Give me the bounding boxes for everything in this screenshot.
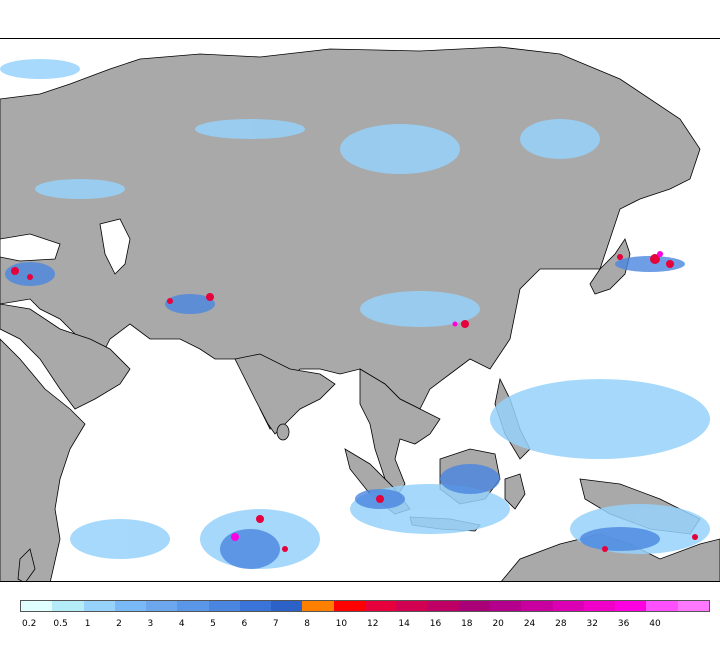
legend-swatch bbox=[677, 601, 709, 611]
black-sea bbox=[0, 233, 61, 262]
legend-tick-label: 18 bbox=[461, 619, 473, 629]
legend-tick-label: 8 bbox=[304, 619, 310, 629]
legend-swatch bbox=[333, 601, 365, 611]
legend-swatch bbox=[396, 601, 428, 611]
legend-swatch bbox=[302, 601, 334, 611]
land-africa bbox=[0, 338, 86, 581]
land-india bbox=[234, 353, 336, 435]
legend-swatch bbox=[83, 601, 115, 611]
legend-swatch bbox=[583, 601, 616, 611]
legend-swatch bbox=[489, 601, 522, 611]
land-sri-lanka bbox=[276, 423, 290, 441]
legend-tick-label: 7 bbox=[272, 619, 279, 629]
legend-swatch bbox=[146, 601, 178, 611]
legend-swatch bbox=[458, 601, 490, 611]
legend-swatch bbox=[114, 601, 147, 611]
legend-tick-label: 36 bbox=[617, 619, 630, 629]
legend-swatch bbox=[21, 601, 53, 611]
legend-tick-label: 0.2 bbox=[22, 619, 37, 629]
precipitation-map bbox=[0, 38, 720, 582]
legend-tick-label: 20 bbox=[492, 619, 504, 629]
legend-swatch bbox=[271, 601, 303, 611]
legend-colorbar bbox=[20, 600, 710, 612]
legend-tick-label: 0.5 bbox=[53, 619, 68, 629]
precip-heavy bbox=[11, 254, 698, 552]
map-canvas bbox=[0, 39, 720, 581]
legend-tick-label: 40 bbox=[649, 619, 661, 629]
legend-swatch bbox=[208, 601, 240, 611]
legend-tick-label: 32 bbox=[586, 619, 598, 629]
land-arabia bbox=[0, 303, 131, 410]
precip-very-heavy bbox=[231, 251, 663, 541]
caspian-sea bbox=[99, 218, 131, 275]
legend-tick-label: 16 bbox=[429, 619, 442, 629]
legend-swatch bbox=[239, 601, 272, 611]
legend-tick-label: 1 bbox=[84, 619, 91, 629]
legend-tick-label: 14 bbox=[398, 619, 410, 629]
legend-tick-label: 24 bbox=[523, 619, 536, 629]
legend-tick-label: 28 bbox=[555, 619, 567, 629]
legend-tick-labels: 0.2 0.5 1 2 3 4 5 6 7 8 10 12 14 16 18 20 24 28 32 36 40 bbox=[0, 619, 720, 633]
legend-swatch bbox=[177, 601, 209, 611]
legend-swatch bbox=[521, 601, 553, 611]
legend-swatch bbox=[646, 601, 678, 611]
land-madagascar bbox=[17, 548, 36, 581]
legend-swatch bbox=[615, 601, 647, 611]
legend-tick-label: 5 bbox=[210, 619, 216, 629]
legend-swatch bbox=[552, 601, 584, 611]
legend-tick-label: 4 bbox=[178, 619, 185, 629]
land-se-asia bbox=[359, 368, 441, 500]
precip-light bbox=[0, 59, 710, 569]
legend-tick-label: 6 bbox=[241, 619, 248, 629]
legend-tick-label: 10 bbox=[335, 619, 348, 629]
legend-tick-label: 3 bbox=[147, 619, 154, 629]
legend-tick-label: 2 bbox=[116, 619, 122, 629]
legend-swatch bbox=[364, 601, 397, 611]
legend-swatch bbox=[52, 601, 84, 611]
land-japan bbox=[589, 238, 631, 295]
legend-swatch bbox=[427, 601, 459, 611]
legend-tick-label: 12 bbox=[367, 619, 379, 629]
land-sulawesi bbox=[504, 473, 526, 510]
